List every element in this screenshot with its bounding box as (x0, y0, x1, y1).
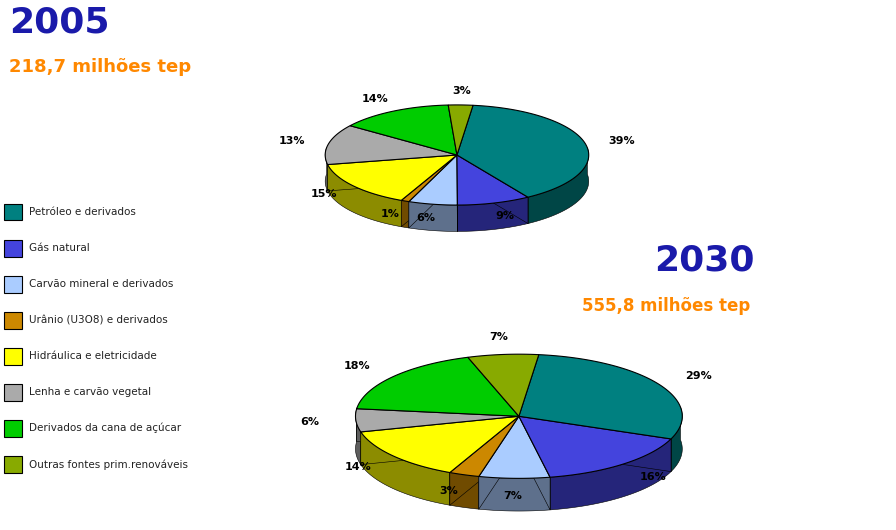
Polygon shape (478, 416, 519, 509)
Text: 14%: 14% (345, 462, 372, 472)
Polygon shape (468, 354, 538, 416)
Text: 218,7 milhões tep: 218,7 milhões tep (9, 58, 191, 76)
Polygon shape (450, 416, 519, 476)
Polygon shape (519, 416, 671, 477)
Text: 14%: 14% (362, 94, 389, 104)
Polygon shape (328, 155, 457, 191)
Polygon shape (457, 155, 528, 224)
Polygon shape (448, 105, 473, 155)
Text: 6%: 6% (301, 417, 320, 427)
Polygon shape (478, 476, 550, 511)
Polygon shape (519, 355, 682, 439)
Polygon shape (401, 155, 457, 227)
Text: Outras fontes prim.renováveis: Outras fontes prim.renováveis (29, 459, 187, 470)
Polygon shape (357, 409, 519, 449)
Polygon shape (401, 200, 409, 228)
Polygon shape (409, 201, 458, 232)
Polygon shape (356, 409, 519, 432)
Text: 3%: 3% (452, 86, 471, 96)
Text: Lenha e carvão vegetal: Lenha e carvão vegetal (29, 387, 151, 397)
Polygon shape (361, 416, 519, 465)
Polygon shape (528, 148, 589, 224)
Text: 39%: 39% (608, 136, 634, 146)
Polygon shape (409, 155, 457, 228)
Polygon shape (457, 105, 589, 197)
Text: 18%: 18% (344, 361, 371, 371)
Text: 1%: 1% (381, 209, 400, 219)
Polygon shape (519, 416, 671, 472)
Polygon shape (361, 416, 519, 473)
Polygon shape (328, 155, 457, 200)
Text: 2030: 2030 (654, 244, 754, 278)
Polygon shape (361, 416, 519, 465)
Polygon shape (458, 197, 528, 232)
Text: 15%: 15% (311, 189, 337, 199)
Text: 9%: 9% (495, 211, 514, 222)
Text: Derivados da cana de açúcar: Derivados da cana de açúcar (29, 423, 181, 434)
Polygon shape (519, 416, 671, 472)
Text: Carvão mineral e derivados: Carvão mineral e derivados (29, 279, 173, 289)
Polygon shape (328, 164, 401, 227)
Polygon shape (356, 409, 361, 465)
Polygon shape (450, 416, 519, 505)
Text: Hidráulica e eletricidade: Hidráulica e eletricidade (29, 351, 157, 361)
Text: 3%: 3% (439, 486, 458, 496)
Text: Urânio (U3O8) e derivados: Urânio (U3O8) e derivados (29, 315, 168, 325)
Text: 29%: 29% (685, 370, 712, 381)
Polygon shape (457, 155, 528, 205)
Polygon shape (519, 416, 550, 510)
Polygon shape (409, 155, 457, 228)
Polygon shape (325, 126, 457, 164)
Text: Gás natural: Gás natural (29, 243, 90, 253)
Text: 7%: 7% (504, 491, 522, 501)
Polygon shape (550, 439, 671, 510)
Text: 2005: 2005 (9, 5, 109, 39)
Text: 6%: 6% (417, 213, 435, 223)
Polygon shape (519, 416, 550, 510)
Polygon shape (357, 357, 519, 416)
Polygon shape (450, 416, 519, 505)
Polygon shape (357, 409, 519, 449)
Polygon shape (325, 147, 328, 191)
Polygon shape (457, 155, 528, 224)
Text: Petróleo e derivados: Petróleo e derivados (29, 207, 135, 217)
Polygon shape (671, 407, 682, 472)
Text: 16%: 16% (640, 472, 666, 482)
Polygon shape (409, 155, 458, 205)
Polygon shape (450, 473, 478, 509)
Polygon shape (401, 155, 457, 227)
Text: 555,8 milhões tep: 555,8 milhões tep (582, 297, 751, 315)
Text: 13%: 13% (279, 136, 306, 146)
Polygon shape (350, 105, 457, 155)
Polygon shape (401, 155, 457, 201)
Polygon shape (328, 155, 457, 191)
Polygon shape (478, 416, 519, 509)
Polygon shape (478, 416, 550, 479)
Text: 7%: 7% (489, 332, 508, 342)
Polygon shape (361, 432, 450, 505)
